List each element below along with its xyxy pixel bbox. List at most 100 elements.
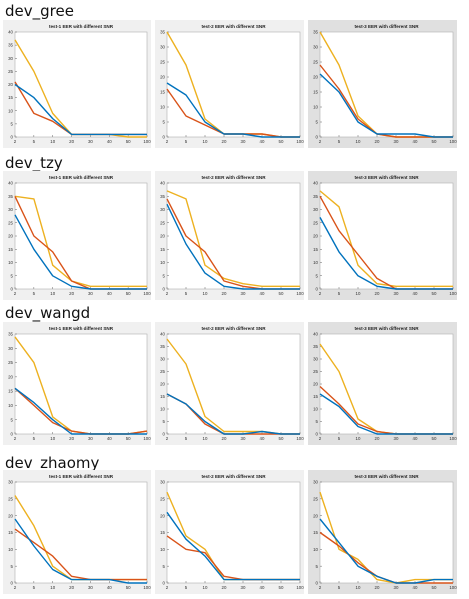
chart-svg: test-2 EER with different SNR05101520253… <box>160 326 304 441</box>
x-tick-label: 40 <box>413 139 418 144</box>
chart-frame: test-3 EER with different SNR 0 5 10 15 20 25 3… <box>308 171 457 300</box>
y-tick-label: 35 <box>313 194 318 199</box>
x-tick-label: 50 <box>126 436 131 441</box>
x-tick-label: 100 <box>143 585 151 590</box>
y-tick-label: 15 <box>313 90 318 95</box>
y-tick-label: 30 <box>8 56 13 61</box>
x-tick-label: 2 <box>14 291 17 296</box>
y-tick-label: 10 <box>160 105 165 110</box>
x-tick-label: 40 <box>260 291 265 296</box>
x-tick-label: 30 <box>394 436 399 441</box>
x-tick-label: 20 <box>69 436 74 441</box>
x-tick-label: 10 <box>50 291 55 296</box>
y-tick-label: 10 <box>160 260 165 265</box>
y-tick-label: 15 <box>160 394 165 399</box>
plot-area <box>14 333 148 435</box>
y-tick-label: 25 <box>313 496 318 501</box>
x-tick-label: 5 <box>33 436 36 441</box>
y-tick-label: 15 <box>160 90 165 95</box>
x-tick-label: 5 <box>338 585 341 590</box>
series-line <box>14 518 147 584</box>
x-tick-label: 30 <box>241 436 246 441</box>
x-tick-label: 20 <box>222 585 227 590</box>
chart-svg: test-2 EER with different SNR05101520253… <box>160 24 304 144</box>
y-tick-label: 25 <box>8 496 13 501</box>
x-tick-label: 10 <box>203 291 208 296</box>
y-tick-label: 30 <box>313 357 318 362</box>
y-tick-label: 10 <box>8 403 13 408</box>
y-tick-label: 5 <box>316 419 319 424</box>
series-line <box>166 393 300 435</box>
y-tick-label: 20 <box>160 513 165 518</box>
y-tick-label: 15 <box>160 247 165 252</box>
y-tick-label: 15 <box>313 247 318 252</box>
y-tick-label: 10 <box>313 547 318 552</box>
chart-title: test-1 EER with different SNR <box>49 326 114 331</box>
series-line <box>319 217 453 290</box>
y-tick-label: 5 <box>163 273 166 278</box>
y-tick-label: 10 <box>160 407 165 412</box>
chart-svg: test-1 EER with different SNR05101520253… <box>8 24 151 144</box>
x-tick-label: 5 <box>185 585 188 590</box>
y-tick-label: 40 <box>8 30 13 35</box>
plot-area <box>14 481 148 584</box>
y-tick-label: 20 <box>8 513 13 518</box>
chart-frame: test-3 EER with different SNR 0 5 10 15 20 25 3… <box>308 470 457 594</box>
x-tick-label: 5 <box>33 585 36 590</box>
series-line <box>319 393 453 435</box>
x-tick-label: 100 <box>449 436 457 441</box>
y-tick-label: 30 <box>8 207 13 212</box>
chart-svg: test-1 EER with different SNR05101520253… <box>8 175 151 296</box>
x-tick-label: 10 <box>203 585 208 590</box>
y-tick-label: 10 <box>313 260 318 265</box>
series-line <box>166 203 300 290</box>
x-tick-label: 30 <box>88 139 93 144</box>
x-tick-label: 50 <box>432 291 437 296</box>
y-tick-label: 35 <box>8 43 13 48</box>
x-tick-label: 50 <box>126 139 131 144</box>
x-tick-label: 2 <box>319 291 322 296</box>
chart-title: test-3 EER with different SNR <box>354 24 419 29</box>
x-tick-label: 20 <box>69 291 74 296</box>
y-tick-label: 0 <box>11 432 14 437</box>
y-tick-label: 0 <box>316 287 319 292</box>
x-tick-label: 2 <box>14 139 17 144</box>
x-tick-label: 2 <box>319 139 322 144</box>
y-tick-label: 40 <box>313 332 318 337</box>
chart-frame: test-2 EER with different SNR 0 5 10 15 20 25 3… <box>155 470 304 594</box>
x-tick-label: 100 <box>449 585 457 590</box>
x-tick-label: 100 <box>143 291 151 296</box>
x-tick-label: 2 <box>14 436 17 441</box>
y-tick-label: 10 <box>8 547 13 552</box>
y-tick-label: 25 <box>313 60 318 65</box>
y-tick-label: 5 <box>11 564 14 569</box>
y-tick-label: 25 <box>160 496 165 501</box>
y-tick-label: 25 <box>160 60 165 65</box>
x-tick-label: 40 <box>107 291 112 296</box>
y-tick-label: 5 <box>11 417 14 422</box>
x-tick-label: 5 <box>338 291 341 296</box>
x-tick-label: 2 <box>319 585 322 590</box>
chart-title: test-3 EER with different SNR <box>354 326 419 331</box>
x-tick-label: 50 <box>432 139 437 144</box>
x-tick-label: 40 <box>107 139 112 144</box>
series-line <box>166 511 300 581</box>
y-tick-label: 25 <box>160 220 165 225</box>
x-tick-label: 2 <box>166 291 169 296</box>
y-tick-label: 0 <box>11 581 14 586</box>
chart-frame: test-2 EER with different SNR 0 5 10 15 20 25 3… <box>155 171 304 300</box>
x-tick-label: 30 <box>88 585 93 590</box>
y-tick-label: 25 <box>8 69 13 74</box>
x-tick-label: 2 <box>319 436 322 441</box>
y-tick-label: 0 <box>11 135 14 140</box>
x-tick-label: 20 <box>375 436 380 441</box>
y-tick-label: 25 <box>313 369 318 374</box>
x-tick-label: 5 <box>185 436 188 441</box>
x-tick-label: 10 <box>50 139 55 144</box>
x-tick-label: 10 <box>203 139 208 144</box>
x-tick-label: 5 <box>338 436 341 441</box>
y-tick-label: 20 <box>313 234 318 239</box>
y-tick-label: 5 <box>163 120 166 125</box>
chart-svg: test-2 EER with different SNR05101520253… <box>160 474 304 590</box>
x-tick-label: 40 <box>413 585 418 590</box>
